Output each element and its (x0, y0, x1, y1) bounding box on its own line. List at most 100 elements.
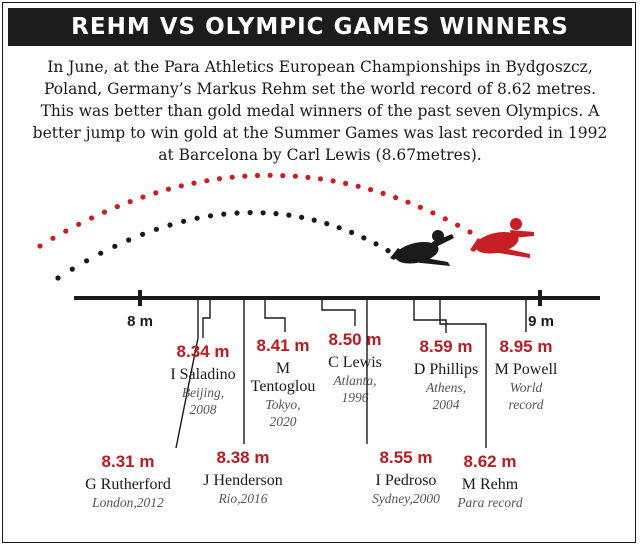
leader-line (264, 298, 286, 332)
event-label: 2008 (190, 402, 217, 417)
event-label: 1996 (342, 390, 369, 405)
trajectory-dot (194, 215, 200, 221)
athlete-mark-8: 8.95 m M Powell World record (495, 298, 558, 412)
athlete-mark-6: 8.59 m D Phillips Athens, 2004 (413, 298, 478, 412)
athlete-name: I Pedroso (376, 472, 437, 489)
trajectory-dot (204, 178, 210, 184)
athlete-name: M (276, 360, 290, 377)
trajectory-dot (417, 204, 423, 210)
athlete-name: I Saladino (170, 366, 235, 383)
leader-line (202, 298, 211, 338)
trajectory-dot (84, 258, 90, 264)
trajectory-dot (299, 214, 305, 220)
trajectory-dot (467, 229, 473, 235)
tick-label-9m: 9 m (528, 313, 554, 330)
event-label: Beijing, (182, 385, 224, 400)
athlete-name: M Powell (495, 361, 558, 378)
trajectory-dot (234, 210, 240, 216)
athlete-mark-2: 8.38 m J Henderson Rio,2016 (203, 298, 283, 506)
trajectory-dot (153, 190, 159, 196)
trajectory-dot (98, 250, 104, 256)
trajectory-dot (286, 212, 292, 218)
trajectory-dot (430, 210, 436, 216)
rehm-trajectory (37, 172, 473, 249)
athlete-name: J Henderson (203, 472, 283, 489)
leader-line (413, 298, 447, 333)
trajectory-dot (254, 172, 261, 179)
value-label: 8.31 m (102, 452, 155, 471)
event-label: Rio,2016 (217, 491, 267, 506)
long-jumper-black-icon (390, 230, 454, 266)
event-label: Athens, (425, 380, 466, 395)
trajectory-dot (361, 235, 367, 241)
event-label: 2004 (433, 397, 460, 412)
trajectory-dot (165, 186, 172, 192)
trajectory-dot (368, 187, 374, 193)
value-label: 8.59 m (420, 337, 473, 356)
tick-label-8m: 8 m (127, 313, 153, 330)
athlete-marks: 8.31 m G Rutherford London,2012 8.34 m I Sal… (85, 298, 558, 510)
athlete-mark-1: 8.34 m I Saladino Beijing, 2008 (170, 298, 236, 417)
value-label: 8.55 m (380, 448, 433, 467)
trajectory-dot (191, 180, 197, 186)
leader-line (175, 298, 199, 449)
event-label: Para record (456, 495, 523, 510)
trajectory-dot (140, 231, 146, 237)
event-label: 2020 (270, 414, 297, 429)
intro-paragraph: In June, at the Para Athletics European … (32, 58, 608, 164)
athlete-name: D Phillips (414, 361, 478, 378)
value-label: 8.50 m (329, 330, 382, 349)
athlete-mark-0: 8.31 m G Rutherford London,2012 (85, 298, 199, 510)
trajectory-dot (324, 221, 330, 227)
trajectory-dot (393, 195, 399, 201)
trajectory-dot (216, 176, 223, 182)
athlete-mark-5: 8.55 m I Pedroso Sydney,2000 (366, 298, 440, 506)
trajectory-dot (50, 235, 56, 241)
trajectory-dot (207, 213, 214, 219)
value-label: 8.38 m (217, 448, 270, 467)
trajectory-dot (405, 199, 411, 205)
trajectory-dot (385, 248, 391, 254)
leader-line (321, 298, 356, 326)
value-label: 8.95 m (500, 337, 553, 356)
trajectory-dot (167, 222, 173, 228)
athlete-name: G Rutherford (85, 476, 171, 493)
trajectory-dot (247, 210, 253, 216)
trajectory-dot (112, 243, 118, 249)
infographic-frame (2, 2, 636, 543)
value-label: 8.34 m (177, 342, 230, 361)
trajectory-dot (229, 174, 235, 180)
event-label: World (510, 380, 543, 395)
trajectory-dot (126, 237, 132, 243)
trajectory-dot (267, 172, 273, 178)
trajectory-dot (280, 173, 286, 179)
event-label: Tokyo, (265, 397, 300, 412)
trajectory-dot (292, 173, 298, 179)
event-label: London,2012 (91, 495, 164, 510)
trajectory-dot (178, 183, 184, 189)
trajectory-dot (311, 217, 317, 223)
page-title: REHM VS OLYMPIC GAMES WINNERS (8, 8, 632, 46)
trajectory-dot (37, 243, 43, 249)
trajectory-dot (455, 222, 461, 228)
leader-line (439, 298, 487, 448)
trajectory-dot (317, 176, 324, 182)
event-label: record (509, 397, 544, 412)
value-label: 8.41 m (257, 336, 310, 355)
athlete-mark-7: 8.62 m M Rehm Para record (439, 298, 523, 510)
trajectory-dot (181, 218, 187, 224)
value-label: 8.62 m (464, 452, 517, 471)
trajectory-dot (101, 209, 108, 215)
trajectory-dot (114, 204, 120, 210)
trajectory-dot (221, 211, 227, 217)
athlete-name: C Lewis (328, 354, 382, 371)
trajectory-dot (55, 275, 61, 281)
event-label: Sydney,2000 (372, 491, 440, 506)
athlete-name: M Rehm (462, 476, 519, 493)
trajectory-dot (305, 174, 311, 180)
trajectory-dot (153, 226, 159, 232)
trajectory-dot (380, 190, 386, 196)
trajectory-dot (343, 180, 349, 186)
